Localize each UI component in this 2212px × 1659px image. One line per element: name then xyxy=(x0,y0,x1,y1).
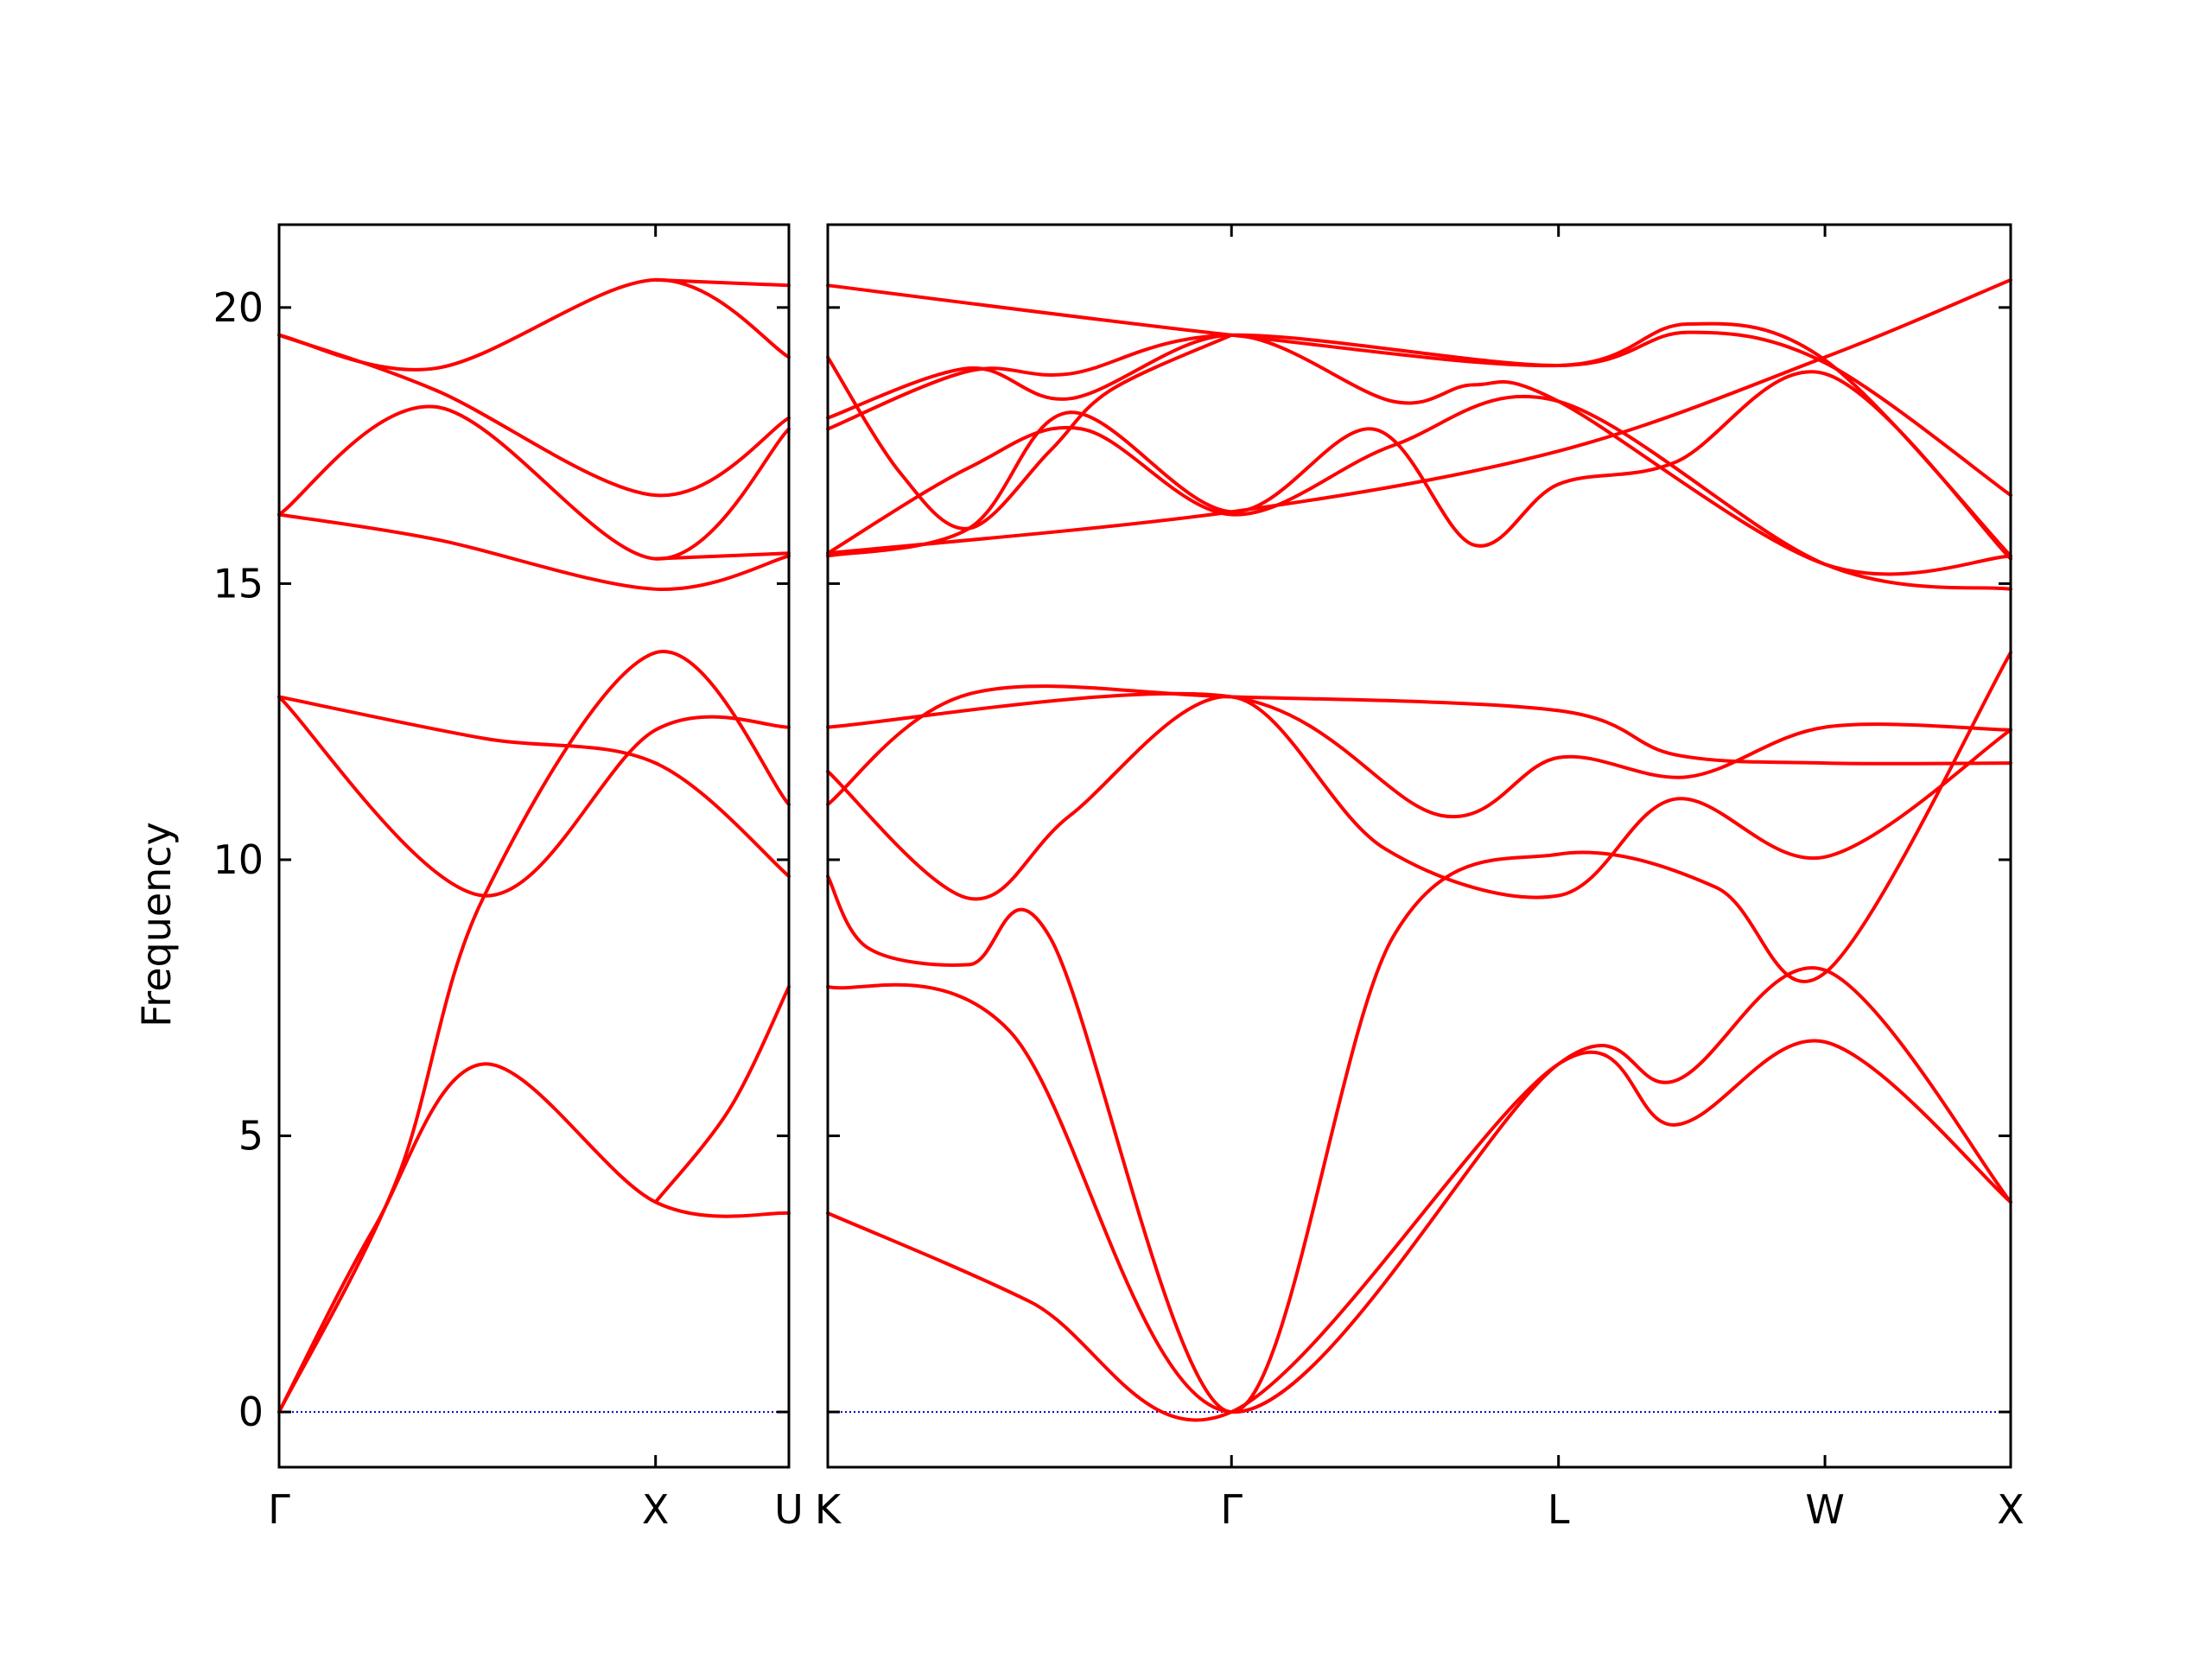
band-line-0-4 xyxy=(653,984,791,1205)
band-line-1-5 xyxy=(826,691,2012,819)
x-tick-label: W xyxy=(1805,1486,1844,1533)
band-line-0-1 xyxy=(277,649,791,1414)
band-line-1-6 xyxy=(826,370,2012,561)
y-tick-label: 0 xyxy=(238,1389,264,1435)
band-line-0-6 xyxy=(277,404,791,561)
band-line-0-0 xyxy=(277,1062,791,1414)
band-line-1-10 xyxy=(826,330,2012,498)
band-line-0-5 xyxy=(277,512,791,591)
y-tick-label: 10 xyxy=(213,836,264,883)
x-tick-label: Γ xyxy=(1220,1486,1243,1533)
band-line-1-8 xyxy=(826,277,2012,556)
band-line-1-4 xyxy=(826,684,2012,807)
band-line-0-9 xyxy=(653,277,791,288)
band-line-1-12 xyxy=(826,333,1234,531)
plot-frame xyxy=(826,223,2012,1469)
band-line-0-8 xyxy=(277,333,791,498)
x-tick-label: X xyxy=(642,1486,670,1533)
y-tick-label: 5 xyxy=(238,1113,264,1160)
band-line-0-10 xyxy=(653,551,791,561)
x-tick-label: X xyxy=(1997,1486,2024,1533)
band-line-1-0 xyxy=(826,1039,2012,1422)
band-line-1-7 xyxy=(826,394,2012,591)
plot-frame xyxy=(277,223,791,1469)
band-line-0-7 xyxy=(277,277,791,372)
x-tick-label: Γ xyxy=(268,1486,290,1533)
y-tick-label: 20 xyxy=(213,284,264,331)
x-tick-label: K xyxy=(815,1486,842,1533)
band-line-1-3 xyxy=(826,695,2012,901)
x-tick-label: L xyxy=(1548,1486,1570,1533)
x-tick-label: U xyxy=(774,1486,804,1533)
left-panel: 0 5 10 15 20 Γ X U xyxy=(213,223,804,1533)
band-line-1-2 xyxy=(826,651,2012,1414)
band-line-1-1 xyxy=(826,966,2012,1414)
y-tick-label: 15 xyxy=(213,560,264,607)
band-line-1-9 xyxy=(826,333,2012,576)
band-line-0-3 xyxy=(277,695,791,879)
band-line-1-11 xyxy=(826,283,2012,558)
band-line-0-2 xyxy=(277,695,791,898)
y-axis-title: Frequency xyxy=(133,822,180,1027)
